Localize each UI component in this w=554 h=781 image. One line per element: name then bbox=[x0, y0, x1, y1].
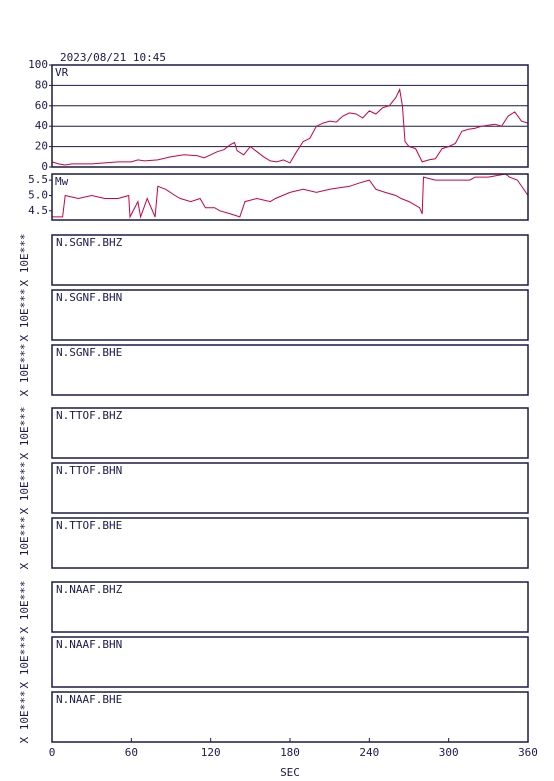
y-axis-label: X 10E*** bbox=[18, 234, 31, 287]
data-line bbox=[51, 87, 529, 166]
panel-frame bbox=[51, 64, 529, 168]
panel-frame bbox=[51, 344, 529, 396]
x-tick-label: 360 bbox=[518, 746, 538, 759]
panel-frame bbox=[51, 636, 529, 688]
y-tick-label: 4.5 bbox=[28, 204, 48, 217]
trace-label: N.SGNF.BHE bbox=[56, 346, 122, 359]
panel-frame bbox=[51, 407, 529, 459]
y-tick-label: 5.5 bbox=[28, 173, 48, 186]
data-line bbox=[52, 173, 529, 219]
x-axis-label: SEC bbox=[280, 766, 300, 779]
panel-frame bbox=[51, 581, 529, 633]
y-axis-label: X 10E*** bbox=[18, 407, 31, 460]
panel-frame bbox=[51, 517, 529, 569]
y-tick-label: 20 bbox=[35, 140, 48, 153]
panel-frame bbox=[51, 173, 529, 221]
y-tick-label: 80 bbox=[35, 78, 48, 91]
y-tick-label: 5.0 bbox=[28, 188, 48, 201]
trace-label: N.NAAF.BHZ bbox=[56, 583, 123, 596]
timestamp: 2023/08/21 10:45 bbox=[60, 51, 166, 64]
trace-label: N.TTOF.BHE bbox=[56, 519, 122, 532]
x-tick-label: 240 bbox=[359, 746, 379, 759]
y-tick-label: 100 bbox=[28, 58, 48, 71]
x-tick-label: 60 bbox=[125, 746, 138, 759]
x-tick-label: 0 bbox=[49, 746, 56, 759]
trace-label: N.NAAF.BHN bbox=[56, 638, 122, 651]
y-axis-label: X 10E*** bbox=[18, 462, 31, 515]
y-tick-label: 0 bbox=[41, 160, 48, 173]
panel-frame bbox=[51, 234, 529, 286]
y-tick-label: 60 bbox=[35, 99, 48, 112]
y-axis-label: X 10E*** bbox=[18, 517, 31, 570]
y-tick-label: 40 bbox=[35, 119, 48, 132]
y-axis-label: VR bbox=[55, 66, 69, 79]
trace-label: N.SGNF.BHZ bbox=[56, 236, 123, 249]
y-axis-label: X 10E*** bbox=[18, 581, 31, 634]
trace-label: N.SGNF.BHN bbox=[56, 291, 122, 304]
y-axis-label: X 10E*** bbox=[18, 636, 31, 689]
x-tick-label: 180 bbox=[280, 746, 300, 759]
panel-frame bbox=[51, 691, 529, 743]
y-axis-label: X 10E*** bbox=[18, 344, 31, 397]
y-axis-label: X 10E*** bbox=[18, 691, 31, 744]
y-axis-label: Mw bbox=[55, 175, 69, 188]
trace-label: N.TTOF.BHZ bbox=[56, 409, 123, 422]
x-tick-label: 120 bbox=[201, 746, 221, 759]
y-axis-label: X 10E*** bbox=[18, 289, 31, 342]
panel-frame bbox=[51, 289, 529, 341]
x-tick-label: 300 bbox=[439, 746, 459, 759]
trace-label: N.TTOF.BHN bbox=[56, 464, 122, 477]
trace-label: N.NAAF.BHE bbox=[56, 693, 122, 706]
panel-frame bbox=[51, 462, 529, 514]
